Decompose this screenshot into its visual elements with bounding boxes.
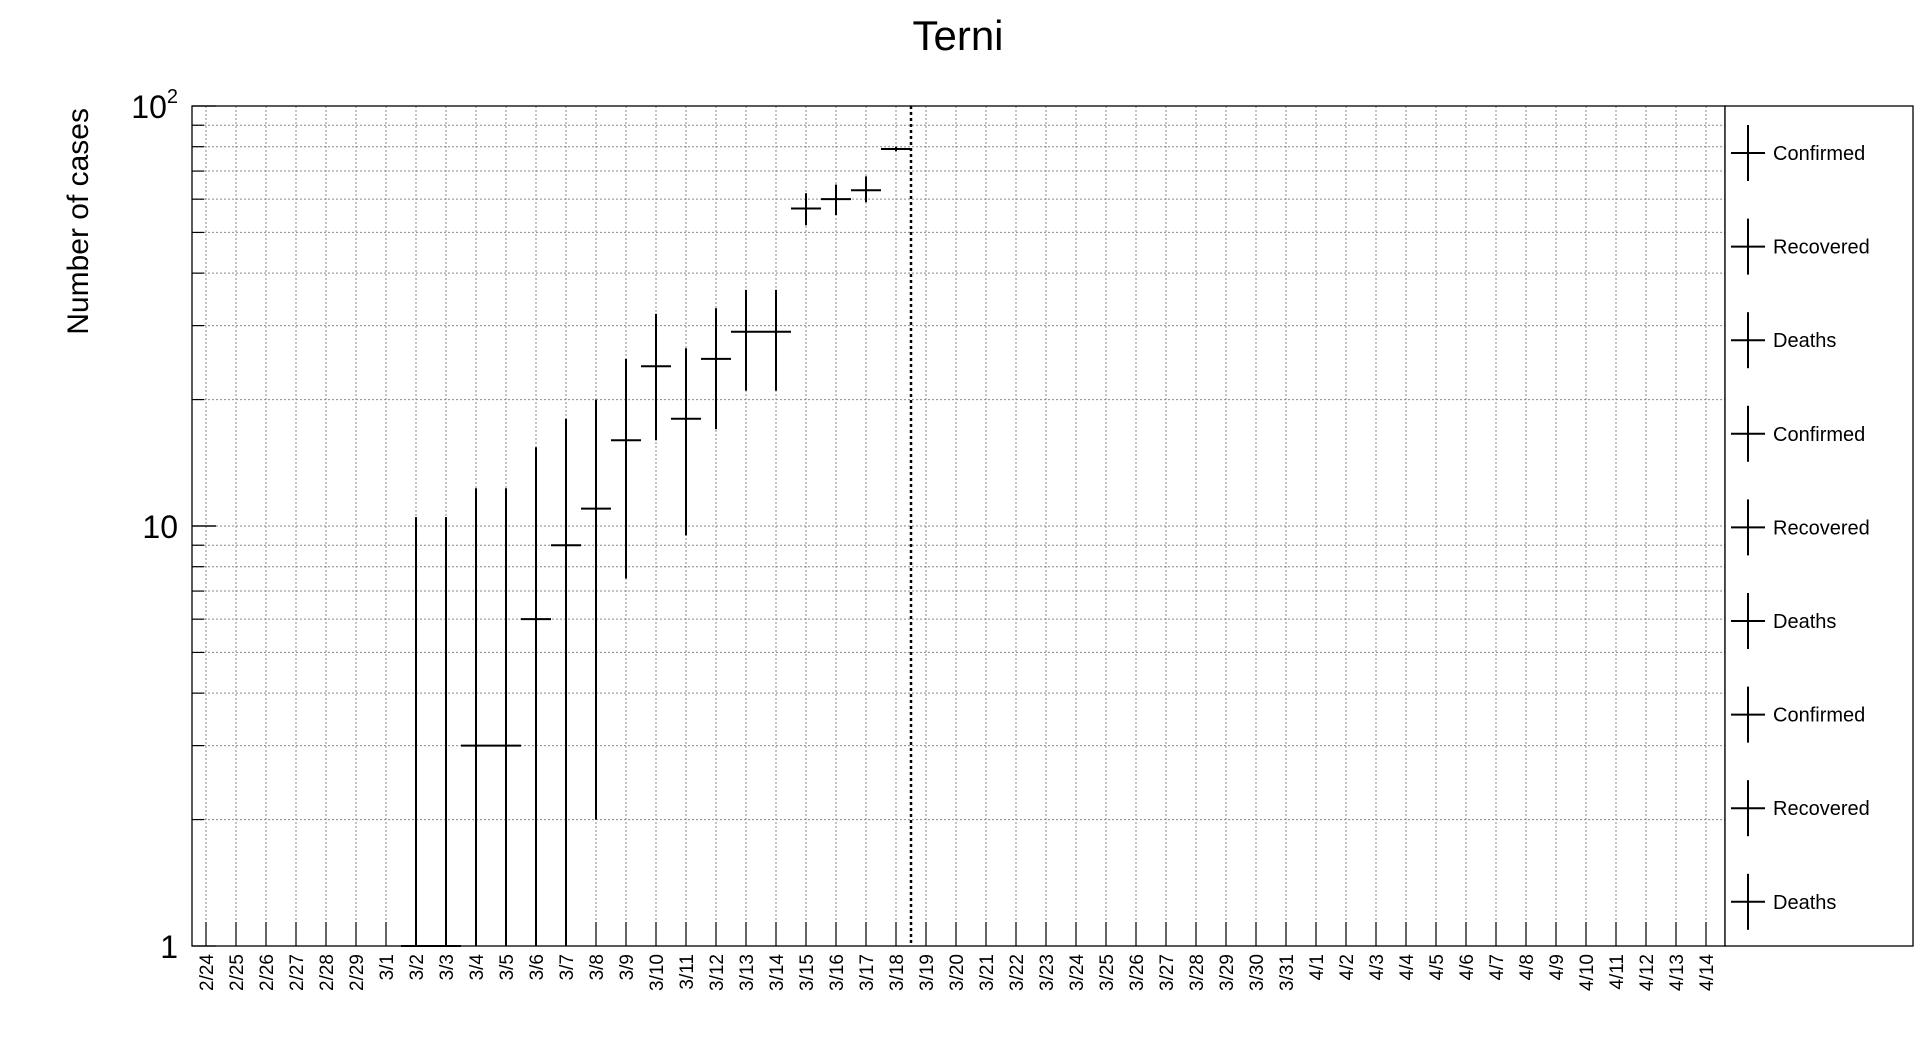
y-axis-ticks xyxy=(192,105,216,947)
data-point xyxy=(821,184,851,216)
x-tick-label: 3/22 xyxy=(1007,954,1028,991)
legend-entry: Recovered xyxy=(1731,218,1870,275)
data-point xyxy=(881,146,911,152)
data-point xyxy=(551,418,581,946)
data-point xyxy=(581,399,611,820)
y-tick-label: 1 xyxy=(160,929,178,965)
x-tick-label: 3/25 xyxy=(1097,954,1118,991)
y-axis-tick-labels: 1 10 102 xyxy=(131,86,178,965)
x-axis-tick-labels: 2/24 2/25 2/26 2/27 2/28 2/29 3/1 3/2 3/3 3/4 3/5 3… xyxy=(197,954,1718,991)
x-tick-label: 4/4 xyxy=(1397,954,1418,981)
x-tick-label: 4/9 xyxy=(1547,954,1568,980)
x-tick-label: 3/17 xyxy=(857,954,878,991)
legend-entry: Deaths xyxy=(1731,593,1836,649)
data-point xyxy=(701,308,731,430)
x-tick-label: 3/24 xyxy=(1067,954,1088,991)
x-tick-label: 3/10 xyxy=(647,954,668,991)
x-tick-label: 3/28 xyxy=(1187,954,1208,991)
x-tick-label: 3/29 xyxy=(1217,954,1238,991)
x-tick-label: 4/3 xyxy=(1367,954,1388,980)
x-tick-label: 4/2 xyxy=(1337,954,1358,980)
x-tick-label: 2/27 xyxy=(287,954,308,991)
x-tick-label: 2/26 xyxy=(257,954,278,991)
legend-label: Deaths xyxy=(1773,611,1836,633)
x-tick-label: 2/25 xyxy=(227,954,248,991)
x-tick-label: 4/1 xyxy=(1307,954,1328,980)
legend-label: Deaths xyxy=(1773,892,1836,914)
x-tick-label: 3/4 xyxy=(467,954,488,981)
legend-label: Recovered xyxy=(1773,517,1870,539)
legend-entry: Confirmed xyxy=(1731,125,1865,181)
data-point xyxy=(401,517,431,947)
x-tick-label: 3/14 xyxy=(767,954,788,991)
x-tick-label: 4/13 xyxy=(1667,954,1688,991)
x-tick-label: 2/29 xyxy=(347,954,368,991)
x-tick-label: 3/13 xyxy=(737,954,758,991)
x-tick-label: 3/27 xyxy=(1157,954,1178,991)
legend-entry: Confirmed xyxy=(1731,686,1865,743)
data-point xyxy=(791,193,821,226)
x-tick-label: 4/10 xyxy=(1577,954,1598,991)
x-tick-label: 3/6 xyxy=(527,954,548,980)
data-point xyxy=(671,348,701,536)
data-point xyxy=(521,447,551,946)
chart-title: Terni xyxy=(912,12,1003,59)
y-tick-label: 102 xyxy=(131,86,178,125)
x-tick-label: 3/12 xyxy=(707,954,728,991)
legend-entry: Recovered xyxy=(1731,780,1870,837)
data-point xyxy=(461,488,491,946)
x-tick-label: 4/8 xyxy=(1517,954,1538,980)
x-tick-label: 3/26 xyxy=(1127,954,1148,991)
x-tick-label: 3/23 xyxy=(1037,954,1058,991)
x-tick-label: 3/11 xyxy=(677,954,698,990)
data-point xyxy=(431,517,461,947)
data-point xyxy=(611,358,641,579)
x-tick-label: 4/11 xyxy=(1607,954,1628,990)
x-tick-label: 4/6 xyxy=(1457,954,1478,980)
x-tick-label: 3/8 xyxy=(587,954,608,980)
x-tick-label: 3/7 xyxy=(557,954,578,980)
x-tick-label: 3/1 xyxy=(377,954,398,980)
data-point xyxy=(491,488,521,946)
y-tick-label: 10 xyxy=(142,509,178,545)
legend-entry: Deaths xyxy=(1731,873,1836,930)
legend-label: Recovered xyxy=(1773,798,1870,820)
x-tick-label: 4/7 xyxy=(1487,954,1508,980)
x-tick-label: 4/5 xyxy=(1427,954,1448,980)
x-tick-label: 3/5 xyxy=(497,954,518,980)
data-point xyxy=(761,289,791,391)
legend-entry: Deaths xyxy=(1731,312,1836,369)
legend-label: Confirmed xyxy=(1773,424,1865,446)
legend-label: Recovered xyxy=(1773,237,1870,259)
x-tick-label: 3/3 xyxy=(437,954,458,980)
data-points xyxy=(401,146,911,947)
data-point xyxy=(851,176,881,203)
x-tick-label: 3/18 xyxy=(887,954,908,991)
x-tick-label: 2/28 xyxy=(317,954,338,991)
x-tick-label: 4/14 xyxy=(1697,954,1718,991)
x-tick-label: 2/24 xyxy=(197,954,218,991)
x-tick-label: 3/30 xyxy=(1247,954,1268,991)
grid xyxy=(192,106,1725,946)
x-tick-label: 3/19 xyxy=(917,954,938,991)
legend: Confirmed Recovered Deaths Confirmed Recover… xyxy=(1731,125,1870,930)
legend-label: Confirmed xyxy=(1773,705,1865,727)
x-tick-label: 3/9 xyxy=(617,954,638,980)
x-tick-label: 3/31 xyxy=(1277,954,1298,991)
x-tick-label: 3/16 xyxy=(827,954,848,991)
x-tick-label: 4/12 xyxy=(1637,954,1658,991)
x-tick-label: 3/2 xyxy=(407,954,428,980)
x-tick-label: 3/20 xyxy=(947,954,968,991)
legend-entry: Confirmed xyxy=(1731,405,1865,462)
data-point xyxy=(641,313,671,441)
x-axis-ticks xyxy=(205,922,1707,946)
legend-entry: Recovered xyxy=(1731,499,1870,556)
x-tick-label: 3/21 xyxy=(977,954,998,991)
x-tick-label: 3/15 xyxy=(797,954,818,991)
y-axis-label: Number of cases xyxy=(62,108,95,335)
legend-label: Deaths xyxy=(1773,330,1836,352)
data-point xyxy=(731,289,761,391)
legend-label: Confirmed xyxy=(1773,143,1865,165)
